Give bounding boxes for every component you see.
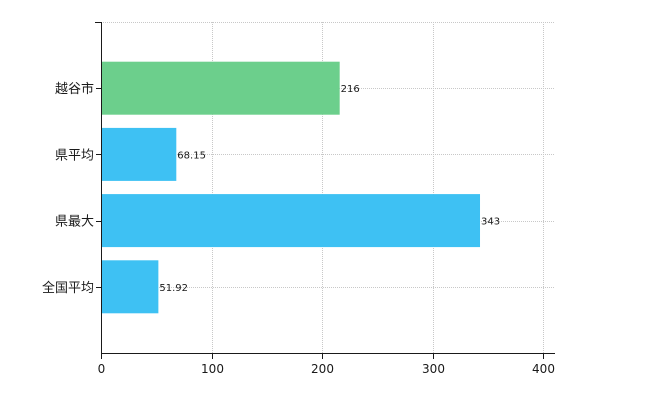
labels: 216 越谷市 68.15 県平均 343 県最大 51.92 全国平均 0 100 200 300 4…: [42, 81, 555, 376]
category-label: 越谷市: [55, 81, 94, 97]
bar: [101, 260, 159, 314]
category-label: 県平均: [55, 148, 94, 163]
data-label: 68.15: [177, 150, 206, 161]
x-tick-label: 200: [311, 362, 334, 376]
data-label: 343: [481, 217, 500, 228]
bars: [101, 61, 481, 314]
category-label: 県最大: [55, 215, 94, 230]
x-tick-label: 0: [98, 362, 106, 376]
bar: [101, 61, 340, 115]
axes: [95, 22, 555, 359]
category-label: 全国平均: [42, 280, 94, 296]
data-label: 216: [341, 84, 360, 95]
bar: [101, 194, 481, 248]
bar: [101, 127, 177, 181]
data-label: 51.92: [159, 283, 188, 294]
x-tick-label: 400: [532, 362, 555, 376]
x-tick-label: 100: [201, 362, 224, 376]
x-tick-label: 300: [422, 362, 445, 376]
